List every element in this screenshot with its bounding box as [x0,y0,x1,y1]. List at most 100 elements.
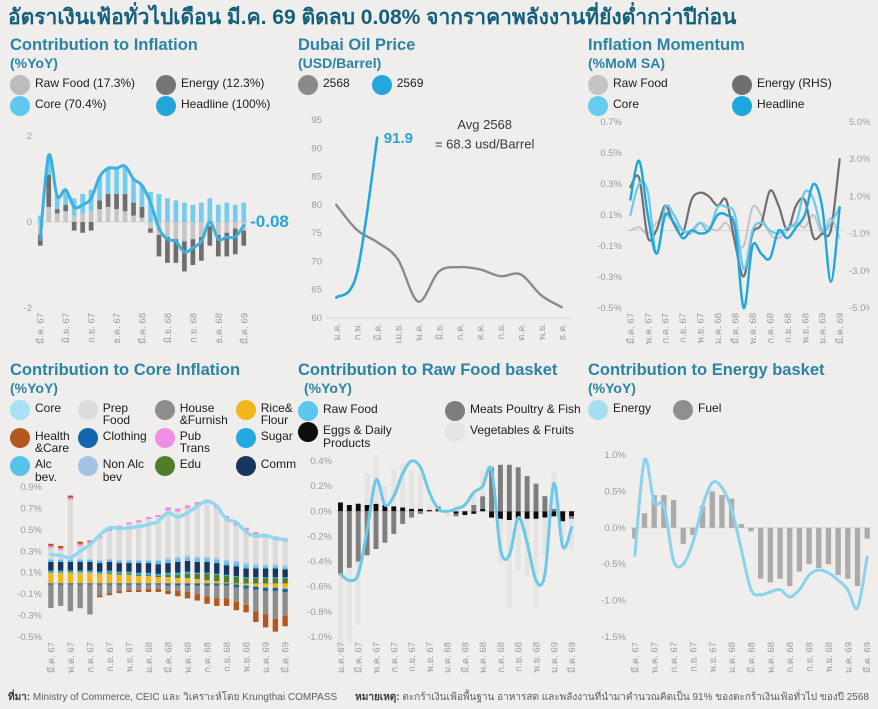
chart-subtitle: (USD/Barrel) [298,55,382,72]
raw-food-swatch-icon [588,74,608,95]
chart-subtitle: (%YoY) [588,379,636,396]
x-tick-label: มี.ค. 68 [163,642,175,673]
y-tick-label: 0.3% [20,547,42,558]
y-tick-label: -0.3% [17,611,42,622]
edu-swatch-icon [154,456,175,477]
legend-label: 2569 [396,75,424,90]
x-tick-label: มี.ค. 69 [566,642,578,673]
x-tick-label: มี.ค. 68 [746,642,758,673]
commu-swatch-icon [235,456,256,477]
x-tick-label: ก.ย. 68 [783,313,794,343]
legend: Raw Food Energy (RHS) Core Headline [588,74,868,116]
chart-subtitle: (%YoY) [10,379,58,396]
x-tick-label: มี.ค. 69 [238,313,250,344]
fuel-swatch-icon [673,399,694,420]
page-title: อัตราเงินเฟ้อทั่วไปเดือน มี.ค. 69 ติดลบ … [8,6,737,29]
x-tick-label: ก.ย. 67 [688,642,699,672]
legend-item-alc-bev: Alc bev. [10,456,70,483]
y-tick-label: 0.1% [20,568,42,579]
y-tick-label: 0.0% [310,507,332,518]
y-tick-label: 0.7% [600,117,622,128]
footer-source-label: ที่มา: [8,692,31,704]
x-tick-label: มี.ค. 67 [629,642,641,673]
y-tick-label: 0.3% [600,179,622,190]
raw-food-17-3-swatch-icon [10,74,30,95]
y-tick-label: 75 [311,228,322,239]
x-tick-label: พ.ย. 67 [708,642,719,672]
legend-item-meats-poultry-fish: Meats Poultry & Fish [445,400,584,421]
y-tick-label: 65 [311,285,322,296]
vegetables-fruits-swatch-icon [445,421,465,442]
legend-label: Health &Care [35,428,70,456]
y-tick-label: 0.2% [310,481,332,492]
footer: ที่มา: Ministry of Commerce, CEIC และ วิ… [8,688,870,707]
footer-note-label: หมายเหตุ: [355,692,400,704]
legend-label: Headline (100%) [181,96,271,111]
legend-item-commu: Commu [235,456,296,483]
legend-item-raw-food: Raw Food [298,400,437,421]
x-tick-label: พ.ย. 68 [532,642,543,672]
chart-canvas-4: 0.4% 0.2% 0.0% -0.2% -0.4% -0.6% -0.8% -1.0% ม.ค… [307,447,578,673]
legend-label: Core [613,96,640,111]
x-tick-label: พ.ย. 67 [425,642,436,672]
x-tick-label: ต.ค. [516,323,527,341]
chart-plot: 0.4% 0.2% 0.0% -0.2% -0.4% -0.6% -0.8% -1.0% ม.ค… [298,447,584,688]
y-tick-label: -0.1% [17,589,42,600]
legend-label: Meats Poultry & Fish [470,401,581,416]
legend-item-energy: Energy [588,399,651,420]
x-tick-label: พ.ย. 68 [824,642,835,672]
meats-poultry-fish-swatch-icon [445,400,465,421]
y-tick-label: 0.5% [604,487,626,498]
clothing-swatch-icon [77,427,98,448]
y-tick-label: 0.1% [600,210,622,221]
legend-label: Sugar [260,428,293,443]
y-tick-label: 0 [27,217,32,228]
line-core [629,180,841,271]
footer-note-text: ตะกร้าเงินเฟ้อพื้นฐาน อาหารสด และพลังงาน… [402,692,869,704]
x-tick-label: พ.ย. 68 [242,642,253,672]
legend-item-non-alc-bev: Non Alc bev [77,456,147,483]
legend-item-headline: Headline [732,95,868,116]
x-tick-label: ก.ค. 67 [389,642,400,673]
x-tick-label: ม.ค. 67 [336,642,347,673]
line-year-2569 [334,136,379,299]
chart-title-row: Contribution to Raw Food basket (%YoY) [298,361,584,398]
x-tick-label: ม.ค. 69 [843,642,854,673]
x-tick-label: พ.ค. 67 [372,642,383,673]
chart-subtitle: (%YoY) [10,55,58,72]
headline-swatch-icon [732,95,752,116]
x-tick-label: พ.ย. 68 [800,313,811,343]
panel-contribution-to-core-inflation: Contribution to Core Inflation (%YoY) Co… [8,359,296,688]
core-swatch-icon [588,95,608,116]
y-tick-label: 0.5% [20,525,42,536]
x-tick-label: มี.ค. 67 [35,313,47,344]
x-tick-label: ก.พ. [352,323,363,340]
x-tick-label: พ.ค. 68 [478,642,489,673]
core-70-4-swatch-icon [10,95,30,116]
legend-item-raw-food: Raw Food [588,74,724,95]
chart-canvas-1: 95 90 85 80 75 70 65 60 ม.ค. ก.พ. มี.ค. เม.ย. พ.ค. มิ… [311,115,572,343]
rice-flour-swatch-icon [235,399,256,420]
x-tick-label: มี.ค. 68 [137,313,149,344]
y2-tick-label: 1.0% [849,191,870,202]
legend-label: Eggs & Daily Products [323,422,392,450]
y-tick-label: 70 [311,256,322,267]
annotation: = 68.3 usd/Barrel [435,137,534,152]
legend-label: Raw Food [323,401,378,416]
x-tick-label: มี.ค. 69 [834,313,846,344]
x-tick-label: ม.ค. 69 [818,313,829,344]
energy-12-3-swatch-icon [156,74,176,95]
legend: Raw Food (17.3%) Energy (12.3%) Core (70.4… [10,74,294,116]
y-tick-label: 0.4% [310,456,332,467]
legend-label: Commu [260,457,296,472]
panel-contribution-to-inflation: Contribution to Inflation (%YoY) Raw Foo… [8,34,296,359]
x-tick-label: พ.ค. 68 [766,642,777,673]
x-tick-label: ก.ย. 67 [105,642,116,672]
energy-swatch-icon [588,399,608,420]
legend-item-core: Core [588,95,724,116]
x-tick-label: ก.ย. 68 [188,313,199,343]
x-tick-label: มิ.ย. 67 [61,313,72,343]
y-tick-label: -0.8% [307,607,332,618]
line-raw-food [338,459,574,588]
